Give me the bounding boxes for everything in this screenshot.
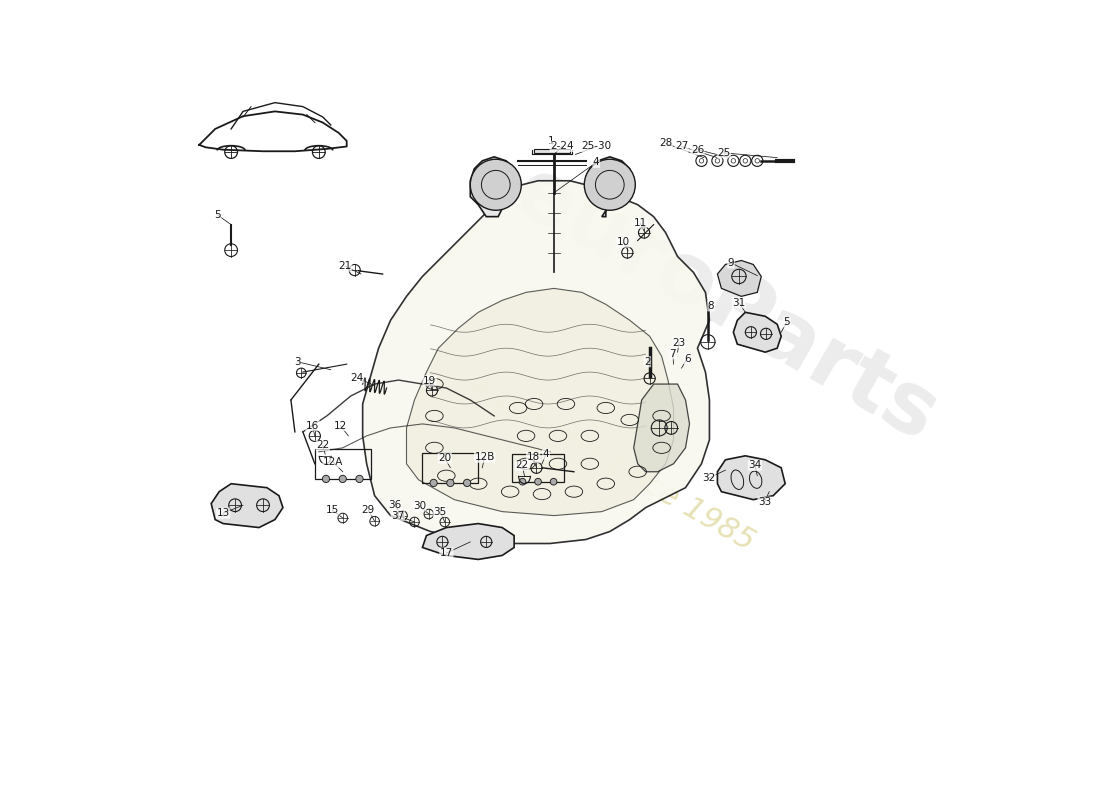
Text: 28: 28 bbox=[659, 138, 672, 148]
Polygon shape bbox=[363, 181, 710, 543]
Text: 12B: 12B bbox=[474, 452, 495, 462]
Polygon shape bbox=[717, 261, 761, 296]
Text: 37: 37 bbox=[392, 510, 405, 521]
Text: 4: 4 bbox=[593, 158, 600, 167]
Text: 20: 20 bbox=[438, 453, 451, 463]
Text: 29: 29 bbox=[362, 505, 375, 515]
Text: 33: 33 bbox=[758, 497, 771, 507]
Bar bbox=[422, 453, 478, 483]
Text: 1: 1 bbox=[548, 136, 554, 146]
Polygon shape bbox=[535, 149, 570, 153]
Text: 11: 11 bbox=[634, 218, 647, 228]
Text: 10: 10 bbox=[617, 237, 630, 247]
Text: 21: 21 bbox=[339, 261, 352, 271]
Text: 22: 22 bbox=[516, 460, 529, 470]
Text: 5: 5 bbox=[783, 317, 790, 327]
Text: 12A: 12A bbox=[323, 457, 343, 467]
Text: 6: 6 bbox=[684, 354, 691, 363]
Polygon shape bbox=[634, 384, 690, 472]
Text: 17: 17 bbox=[440, 548, 453, 558]
Text: 18: 18 bbox=[527, 452, 540, 462]
Polygon shape bbox=[407, 288, 673, 515]
Text: 9: 9 bbox=[728, 258, 735, 268]
Circle shape bbox=[430, 479, 437, 486]
Text: 24: 24 bbox=[351, 373, 364, 382]
Text: 22: 22 bbox=[316, 441, 329, 450]
Text: 31: 31 bbox=[733, 298, 746, 308]
Polygon shape bbox=[422, 523, 514, 559]
Text: 34: 34 bbox=[748, 460, 761, 470]
Text: 4: 4 bbox=[542, 450, 549, 459]
Text: 27: 27 bbox=[675, 142, 689, 151]
Text: 19: 19 bbox=[424, 376, 437, 386]
Text: 25-30: 25-30 bbox=[581, 142, 612, 151]
Text: 36: 36 bbox=[388, 500, 401, 510]
Polygon shape bbox=[586, 157, 634, 217]
Text: 8: 8 bbox=[707, 301, 714, 311]
Text: 23: 23 bbox=[672, 338, 685, 347]
Circle shape bbox=[535, 478, 541, 485]
Circle shape bbox=[339, 475, 346, 482]
Text: 32: 32 bbox=[702, 473, 715, 483]
Text: euroParts: euroParts bbox=[498, 150, 952, 459]
Bar bbox=[513, 454, 564, 482]
Polygon shape bbox=[717, 456, 785, 500]
Circle shape bbox=[550, 478, 557, 485]
Circle shape bbox=[447, 479, 454, 486]
Text: 30: 30 bbox=[412, 501, 426, 511]
Text: 16: 16 bbox=[306, 421, 319, 430]
Text: 3: 3 bbox=[294, 357, 300, 366]
Circle shape bbox=[519, 478, 526, 485]
Text: 13: 13 bbox=[217, 508, 230, 518]
Text: 7: 7 bbox=[670, 349, 676, 358]
Text: 25: 25 bbox=[717, 148, 730, 158]
Text: 12: 12 bbox=[333, 421, 346, 430]
Text: 5: 5 bbox=[214, 210, 221, 220]
Bar bbox=[315, 449, 371, 479]
Text: a passion since 1985: a passion since 1985 bbox=[468, 371, 760, 557]
Text: 2-24: 2-24 bbox=[550, 142, 574, 151]
Circle shape bbox=[463, 479, 471, 486]
Text: 26: 26 bbox=[691, 145, 704, 154]
Polygon shape bbox=[471, 157, 518, 217]
Circle shape bbox=[471, 159, 521, 210]
Circle shape bbox=[355, 475, 363, 482]
Text: 15: 15 bbox=[326, 505, 339, 515]
Text: 35: 35 bbox=[433, 506, 447, 517]
Polygon shape bbox=[211, 484, 283, 527]
Polygon shape bbox=[734, 312, 781, 352]
Text: 2: 2 bbox=[644, 357, 650, 366]
Circle shape bbox=[322, 475, 330, 482]
Circle shape bbox=[584, 159, 636, 210]
